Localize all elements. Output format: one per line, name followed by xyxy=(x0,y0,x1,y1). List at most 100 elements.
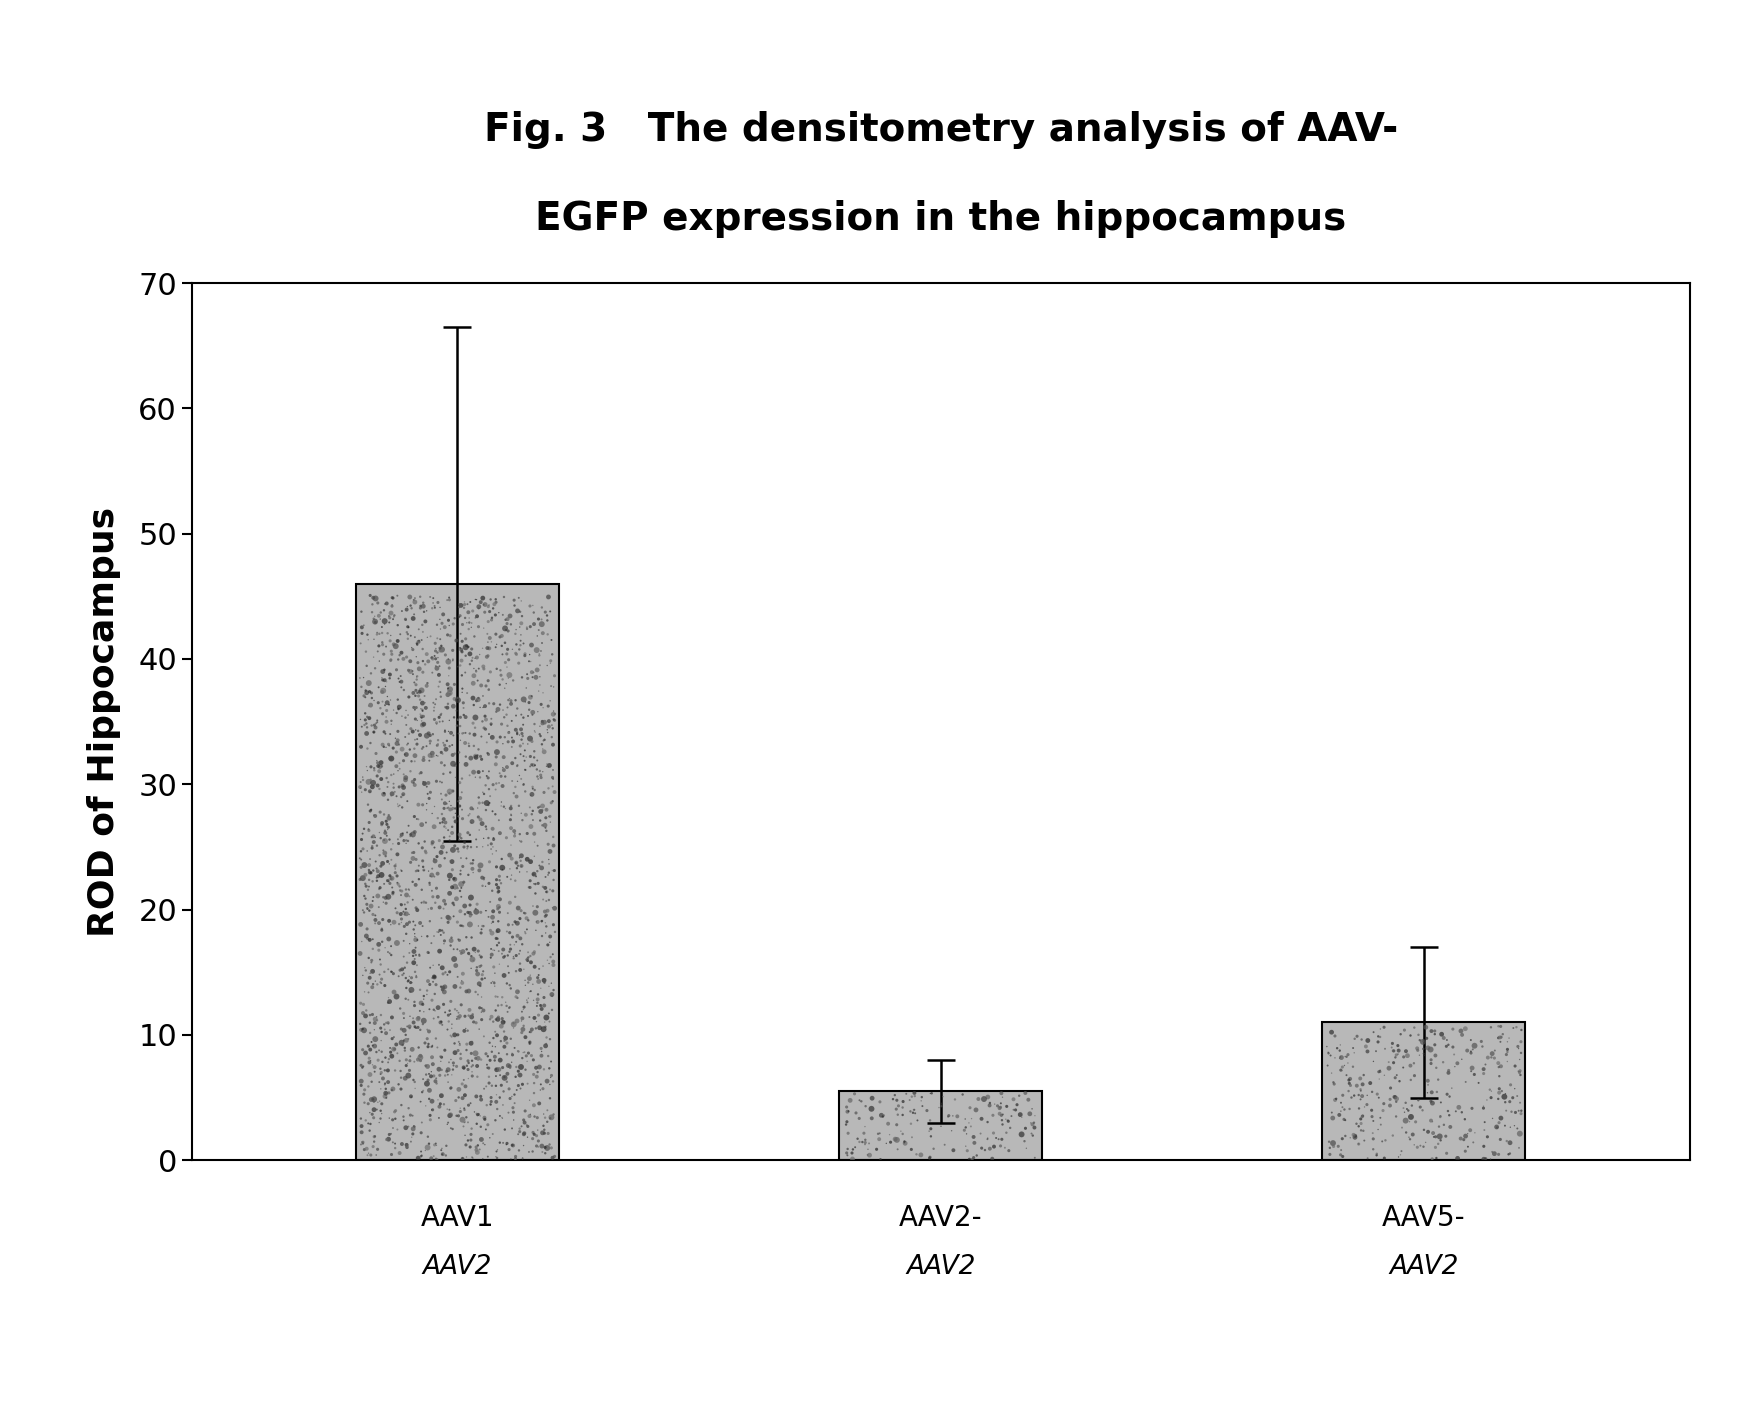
Point xyxy=(510,1135,538,1157)
Point xyxy=(493,944,521,966)
Point xyxy=(521,845,549,867)
Point xyxy=(892,1132,920,1155)
Point xyxy=(500,1013,528,1036)
Point xyxy=(359,1088,387,1111)
Point xyxy=(1423,1081,1451,1104)
Point xyxy=(427,920,455,942)
Point xyxy=(409,891,437,914)
Point xyxy=(465,791,493,814)
Point xyxy=(451,1124,479,1146)
Point xyxy=(500,1016,528,1039)
Point xyxy=(416,910,444,932)
Point xyxy=(1455,1122,1482,1145)
Point xyxy=(469,685,496,708)
Point xyxy=(1376,1094,1404,1116)
Point xyxy=(1381,1067,1409,1090)
Point xyxy=(355,1101,383,1124)
Point xyxy=(425,1064,453,1087)
Point xyxy=(453,1019,481,1041)
Point xyxy=(1381,1046,1409,1068)
Point xyxy=(484,940,512,962)
Point xyxy=(387,903,415,925)
Point xyxy=(496,934,524,957)
Point xyxy=(1327,1139,1355,1162)
Point xyxy=(493,1133,521,1156)
Point xyxy=(470,999,498,1022)
Point xyxy=(1467,1030,1495,1053)
Point xyxy=(422,1132,449,1155)
Point xyxy=(1347,1119,1374,1142)
Point xyxy=(436,586,463,608)
Point xyxy=(387,623,415,645)
Point xyxy=(1470,1058,1498,1081)
Point xyxy=(833,1101,861,1124)
Point xyxy=(507,958,535,981)
Point xyxy=(509,604,537,627)
Point xyxy=(1427,1105,1455,1128)
Point xyxy=(465,616,493,638)
Point xyxy=(476,1071,503,1094)
Point xyxy=(416,974,444,996)
Point xyxy=(432,644,460,666)
Point xyxy=(514,1126,542,1149)
Point xyxy=(516,1030,544,1053)
Point xyxy=(451,644,479,666)
Point xyxy=(500,782,528,805)
Point xyxy=(467,901,495,924)
Point xyxy=(493,715,521,737)
Point xyxy=(444,877,472,900)
Point xyxy=(469,866,496,889)
Point xyxy=(913,1099,941,1122)
Point xyxy=(1409,1030,1437,1053)
Point xyxy=(488,942,516,965)
Point xyxy=(348,1132,376,1155)
Point xyxy=(357,862,385,884)
Point xyxy=(510,1099,538,1122)
Point xyxy=(350,1082,378,1105)
Point xyxy=(361,969,388,992)
Point xyxy=(359,1135,387,1157)
Point xyxy=(476,627,503,649)
Point xyxy=(1406,1029,1434,1051)
Point xyxy=(406,689,434,712)
Point xyxy=(350,901,378,924)
Point xyxy=(429,976,456,999)
Point xyxy=(444,1007,472,1030)
Point xyxy=(413,1063,441,1085)
Point xyxy=(474,833,502,856)
Point xyxy=(368,863,395,886)
Point xyxy=(376,601,404,624)
Point xyxy=(388,737,416,760)
Point xyxy=(448,873,476,896)
Point xyxy=(429,1143,456,1166)
Point xyxy=(422,688,449,710)
Point xyxy=(354,879,381,901)
Point xyxy=(436,865,463,887)
Point xyxy=(540,869,568,891)
Point xyxy=(448,826,476,849)
Point xyxy=(437,1049,465,1071)
Point xyxy=(446,859,474,882)
Point xyxy=(381,1132,409,1155)
Point xyxy=(1383,1091,1411,1114)
Point xyxy=(517,730,545,753)
Point xyxy=(521,882,549,904)
Point xyxy=(1458,1060,1486,1082)
Point xyxy=(404,1016,432,1039)
Point xyxy=(505,981,533,1003)
Point xyxy=(361,1056,388,1078)
Point xyxy=(855,1132,883,1155)
Point xyxy=(509,1146,537,1169)
Point xyxy=(538,733,566,756)
Point xyxy=(390,648,418,671)
Point xyxy=(406,911,434,934)
Point xyxy=(423,1148,451,1170)
Point xyxy=(514,1115,542,1138)
Point xyxy=(1331,1054,1359,1077)
Point xyxy=(387,879,415,901)
Point xyxy=(463,1140,491,1163)
Point xyxy=(495,901,523,924)
Point xyxy=(362,1143,390,1166)
Point xyxy=(474,644,502,666)
Point xyxy=(484,896,512,918)
